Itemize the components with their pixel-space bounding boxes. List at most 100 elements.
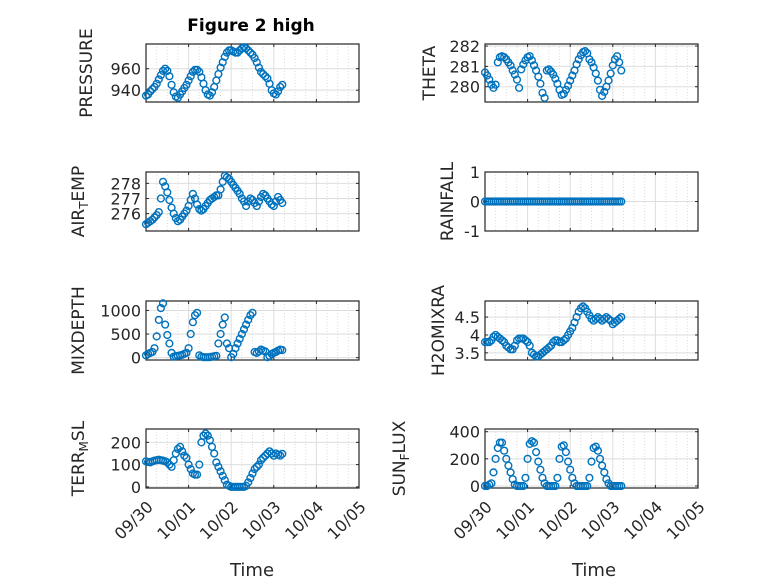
theta-point <box>483 71 492 80</box>
mixdepth-point <box>193 308 202 317</box>
pressure-point <box>263 74 272 83</box>
theta-point <box>580 46 590 56</box>
sun-flux-point <box>487 479 496 488</box>
sun-flux-point <box>587 457 596 466</box>
terrain-msl-panel: 0 100 200 TERRMSL 09/3010/0110/0210/0310/041… <box>69 420 370 543</box>
h2omixra-point <box>615 314 624 324</box>
h2omixra-point <box>559 336 568 345</box>
theta-point <box>493 58 502 67</box>
h2omixra-point <box>521 336 530 345</box>
terrain-msl-point <box>278 449 287 459</box>
pressure-point <box>184 76 193 85</box>
mixdepth-point <box>188 318 198 327</box>
sun-flux-panel: 0 200 400 SUNFLUX 09/3010/0110/0210/0310/041… <box>390 420 709 543</box>
y-tick-label: -1 <box>464 222 480 241</box>
pressure-point <box>252 58 261 67</box>
mixdepth-point <box>190 311 200 320</box>
sun-flux-point <box>536 465 545 474</box>
air-temp-point <box>252 201 261 211</box>
mixdepth-panel: 0 500 1000 MIXDEPTH <box>69 286 360 375</box>
mixdepth-point <box>218 320 227 329</box>
theta-point <box>514 83 524 92</box>
pressure-point <box>161 64 170 73</box>
mixdepth-point <box>231 344 240 353</box>
terrain-msl-point <box>199 431 208 440</box>
pressure-point <box>233 48 242 57</box>
y-tick-label: 940 <box>110 81 141 100</box>
mixdepth-point <box>186 329 195 339</box>
date-tick-label: 10/04 <box>281 497 327 543</box>
mixdepth-point <box>154 315 163 325</box>
air-temp-point <box>216 185 225 194</box>
date-tick-label: 09/30 <box>450 497 496 543</box>
air-temp-point <box>163 188 172 197</box>
pressure-point <box>256 67 266 77</box>
mixdepth-point <box>184 344 193 353</box>
sun-flux-point <box>551 481 560 491</box>
sun-flux-point <box>555 454 564 463</box>
pressure-point <box>154 75 163 84</box>
sun-flux-point <box>523 454 532 463</box>
pressure-axes-box <box>145 43 360 103</box>
theta-point <box>500 53 509 62</box>
terrain-msl-point <box>218 471 227 480</box>
terrain-msl-point <box>220 476 229 485</box>
pressure-point <box>278 80 287 89</box>
air-temp-point <box>210 192 219 202</box>
air-temp-point <box>269 201 278 211</box>
theta-point <box>506 61 515 70</box>
sun-flux-point <box>566 465 575 474</box>
theta-point <box>485 75 494 84</box>
mixdepth-point <box>246 311 255 320</box>
h2omixra-plot-area <box>485 301 698 360</box>
rainfall-point <box>617 197 626 206</box>
mixdepth-point <box>242 320 251 329</box>
theta-point <box>587 58 596 67</box>
mixdepth-point <box>182 348 191 358</box>
air-temp-point <box>165 195 174 205</box>
y-tick-label: 0 <box>470 193 480 212</box>
pressure-point <box>274 87 283 96</box>
mixdepth-point <box>239 325 249 334</box>
date-tick-label: 10/03 <box>578 497 624 543</box>
theta-point <box>534 72 543 81</box>
terrain-msl-point <box>248 469 257 478</box>
mixdepth-point <box>220 313 229 322</box>
pressure-point <box>167 80 176 89</box>
theta-point <box>549 70 558 79</box>
pressure-ylabel: PRESSURE <box>77 28 97 117</box>
date-tick-label: 10/02 <box>196 497 242 543</box>
y-tick-label: 282 <box>449 37 480 56</box>
air-temp-point <box>156 194 166 203</box>
pressure-point <box>259 69 268 79</box>
h2omixra-ylabel: H2OMIXRA <box>429 285 449 376</box>
air-temp-ylabel: AIRTEMP <box>69 166 91 237</box>
terrain-msl-point <box>201 429 210 438</box>
mixdepth-point <box>233 339 242 348</box>
y-tick-label: 960 <box>110 60 141 79</box>
theta-point <box>563 81 573 90</box>
sun-flux-point <box>602 475 611 484</box>
terrain-msl-point <box>252 462 261 471</box>
date-tick-label: 10/03 <box>239 497 285 543</box>
pressure-point <box>261 72 270 81</box>
sun-flux-point <box>585 473 594 482</box>
air-temp-point <box>246 194 255 203</box>
y-tick-label: 276 <box>110 205 141 224</box>
terrain-msl-point <box>180 451 189 460</box>
theta-point <box>536 79 545 88</box>
theta-point <box>538 88 547 97</box>
terrain-msl-point <box>212 458 221 467</box>
theta-point <box>517 65 526 74</box>
figure-title: Figure 2 high <box>187 16 315 36</box>
theta-point <box>617 66 626 75</box>
y-tick-label: 280 <box>449 78 480 97</box>
theta-point <box>540 93 549 103</box>
theta-ylabel: THETA <box>420 45 440 101</box>
air-temp-point <box>182 206 191 215</box>
date-tick-label: 10/02 <box>535 497 581 543</box>
pressure-point <box>148 84 157 94</box>
y-tick-label: 0 <box>131 478 141 497</box>
mixdepth-point <box>150 344 159 353</box>
